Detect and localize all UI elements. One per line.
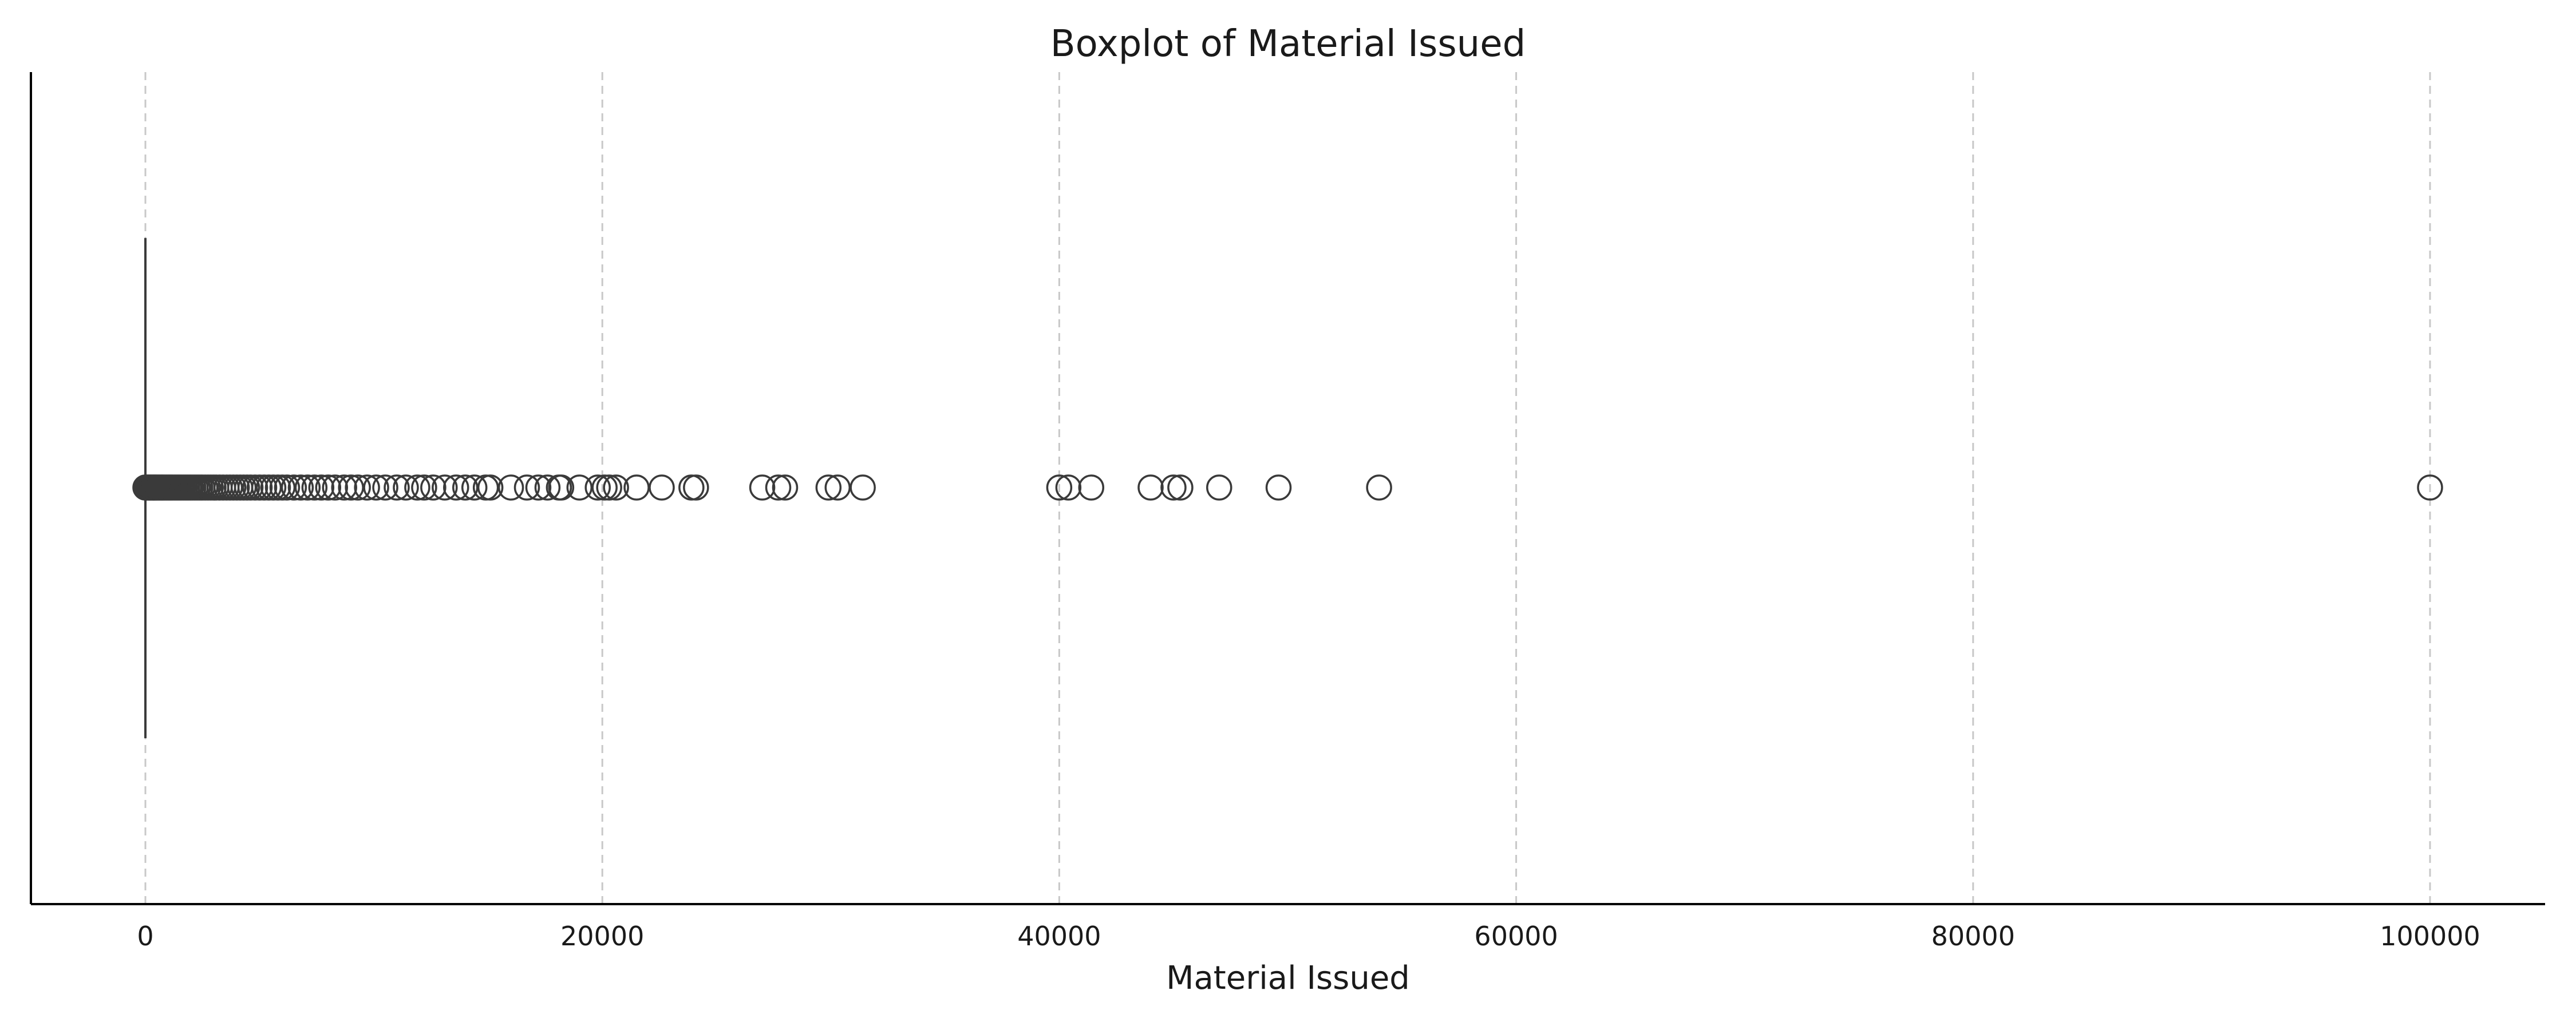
outlier-point-60	[287, 474, 314, 501]
outlier-point-88	[548, 474, 575, 501]
x-tick-label-0: 0	[137, 921, 153, 952]
outlier-point-101	[815, 474, 842, 501]
outlier-point-62	[301, 474, 328, 501]
outlier-point-98	[749, 474, 776, 501]
outlier-point-112	[1366, 474, 1392, 501]
outlier-point-103	[850, 474, 876, 501]
x-tick-label-2: 40000	[1017, 921, 1101, 952]
outlier-point-73	[393, 474, 419, 501]
outlier-point-65	[322, 474, 349, 501]
outlier-point-70	[363, 474, 389, 501]
outlier-points	[132, 474, 2443, 501]
outlier-point-78	[443, 474, 469, 501]
outlier-point-108	[1160, 474, 1187, 501]
outlier-point-59	[280, 474, 307, 501]
outlier-point-85	[525, 474, 552, 501]
outlier-point-71	[372, 474, 398, 501]
outlier-point-95	[649, 474, 675, 501]
x-tick-label-1: 20000	[560, 921, 644, 952]
outlier-point-68	[345, 474, 371, 501]
outlier-point-90	[584, 474, 611, 501]
outlier-point-97	[683, 474, 709, 501]
x-tick-label-5: 100000	[2380, 921, 2480, 952]
x-tick-label-3: 60000	[1474, 921, 1558, 952]
outlier-point-79	[452, 474, 479, 501]
outlier-point-77	[432, 474, 458, 501]
outlier-point-69	[354, 474, 380, 501]
outlier-point-109	[1167, 474, 1194, 501]
outlier-point-89	[566, 474, 593, 501]
outlier-point-61	[294, 474, 321, 501]
outlier-point-92	[596, 474, 622, 501]
outlier-point-72	[384, 474, 410, 501]
outlier-point-107	[1137, 474, 1164, 501]
outlier-point-67	[338, 474, 364, 501]
outlier-point-99	[765, 474, 792, 501]
x-tick-labels: 0 20000 40000 60000 80000 100000	[137, 921, 2480, 952]
outlier-point-76	[420, 474, 447, 501]
outlier-point-86	[534, 474, 561, 501]
outlier-point-111	[1265, 474, 1292, 501]
outlier-point-102	[824, 474, 851, 501]
outlier-point-104	[1046, 474, 1073, 501]
x-tick-label-4: 80000	[1931, 921, 2015, 952]
outlier-point-66	[331, 474, 357, 501]
outlier-point-74	[404, 474, 430, 501]
outlier-point-63	[308, 474, 335, 501]
outlier-point-83	[497, 474, 524, 501]
outlier-point-58	[274, 474, 301, 501]
outlier-point-100	[772, 474, 799, 501]
outlier-point-106	[1078, 474, 1105, 501]
outlier-point-110	[1206, 474, 1232, 501]
outlier-point-105	[1055, 474, 1082, 501]
outlier-point-64	[315, 474, 342, 501]
x-axis-label: Material Issued	[1166, 960, 1410, 997]
outlier-point-93	[603, 474, 629, 501]
chart-title: Boxplot of Material Issued	[1050, 23, 1526, 65]
outlier-point-94	[623, 474, 650, 501]
outlier-point-84	[513, 474, 540, 501]
outlier-point-75	[411, 474, 437, 501]
outlier-point-82	[477, 474, 504, 501]
outlier-point-80	[461, 474, 488, 501]
outlier-point-113	[2417, 474, 2443, 501]
gridlines	[144, 72, 2431, 904]
